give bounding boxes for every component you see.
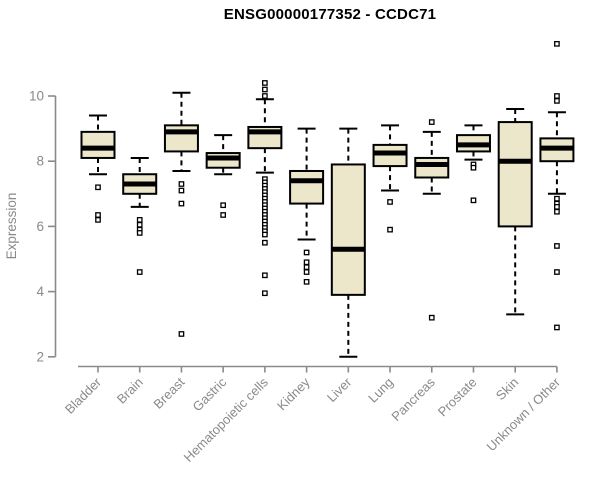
outlier-point — [387, 199, 393, 205]
outlier-point — [262, 93, 268, 99]
outlier-point — [220, 202, 227, 209]
boxplot-kidney — [289, 127, 325, 285]
x-tick-label: Prostate — [435, 375, 480, 420]
boxplot-hematopoietic-cells — [247, 80, 283, 297]
y-tick-label: 8 — [36, 154, 44, 169]
x-tick-label: Gastric — [190, 374, 230, 414]
outlier-point — [554, 40, 560, 47]
iqr-box — [289, 169, 325, 205]
x-tick-label: Kidney — [274, 374, 313, 413]
x-tick-label: Liver — [324, 374, 355, 405]
outlier-point — [220, 212, 227, 218]
outlier-point — [303, 269, 310, 275]
boxplot-unknown-other — [539, 40, 575, 331]
outlier-point — [303, 278, 310, 285]
chart-title: ENSG00000177352 - CCDC71 — [223, 6, 437, 23]
y-axis-label: Expression — [4, 193, 19, 260]
outlier-point — [178, 200, 185, 207]
iqr-box — [163, 124, 199, 153]
outlier-point — [428, 119, 435, 125]
outlier-point — [95, 184, 101, 191]
outlier-point — [387, 226, 393, 233]
outlier-point — [136, 230, 143, 236]
boxplot-brain — [122, 156, 158, 275]
outlier-point — [554, 93, 560, 99]
boxplot-gastric — [205, 134, 241, 218]
outlier-point — [95, 212, 101, 218]
outlier-point — [178, 181, 185, 187]
iqr-box — [330, 163, 366, 296]
outlier-point — [470, 197, 477, 204]
outlier-point — [262, 290, 268, 297]
outlier-point — [303, 264, 310, 271]
x-tick-label: Pancreas — [388, 374, 438, 424]
outlier-point — [303, 259, 310, 266]
outlier-point — [262, 239, 268, 246]
outlier-point — [262, 272, 268, 279]
x-tick-label: Bladder — [62, 374, 105, 417]
outlier-point — [136, 269, 143, 275]
outlier-point — [554, 324, 560, 331]
outlier-point — [262, 86, 268, 93]
boxplot-breast — [163, 91, 199, 337]
boxplot-pancreas — [414, 119, 450, 321]
iqr-box — [414, 156, 450, 179]
y-tick-label: 10 — [29, 89, 44, 104]
y-tick-label: 2 — [36, 349, 44, 364]
outlier-point — [428, 314, 435, 321]
outlier-point — [470, 164, 477, 171]
outlier-point — [554, 203, 560, 210]
y-axis: 2 4 6 8 10 — [29, 89, 57, 364]
boxplot-lung — [372, 124, 408, 233]
boxplot-bladder — [80, 114, 116, 223]
x-tick-label: Lung — [365, 375, 396, 406]
outlier-point — [554, 195, 560, 202]
outlier-point — [95, 217, 101, 223]
x-tick-label: Brain — [114, 375, 146, 407]
y-tick-label: 6 — [36, 219, 44, 234]
boxplot-liver — [330, 127, 366, 358]
boxplot-series — [80, 40, 575, 358]
boxplot-prostate — [455, 124, 491, 204]
outlier-point — [262, 80, 268, 86]
x-tick-label: Breast — [150, 374, 187, 411]
outlier-point — [554, 98, 560, 104]
outlier-point — [178, 331, 185, 337]
boxplot-skin — [497, 108, 533, 316]
outlier-point — [262, 231, 268, 238]
iqr-box — [80, 130, 116, 159]
outlier-point — [136, 221, 143, 228]
x-tick-label: Skin — [493, 375, 521, 403]
outlier-point — [303, 249, 310, 256]
y-tick-label: 4 — [36, 284, 44, 299]
outlier-point — [136, 217, 143, 223]
x-tick-label: Unknown / Other — [483, 374, 563, 454]
outlier-point — [178, 187, 185, 194]
outlier-point — [554, 269, 560, 275]
outlier-point — [554, 243, 560, 249]
iqr-box — [497, 121, 533, 228]
outlier-point — [554, 208, 560, 215]
